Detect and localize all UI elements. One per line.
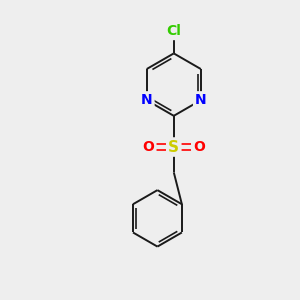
Text: N: N	[141, 93, 153, 107]
Text: O: O	[193, 140, 205, 154]
Text: N: N	[195, 93, 207, 107]
Text: S: S	[168, 140, 179, 154]
Text: O: O	[142, 140, 154, 154]
Text: Cl: Cl	[166, 24, 181, 38]
